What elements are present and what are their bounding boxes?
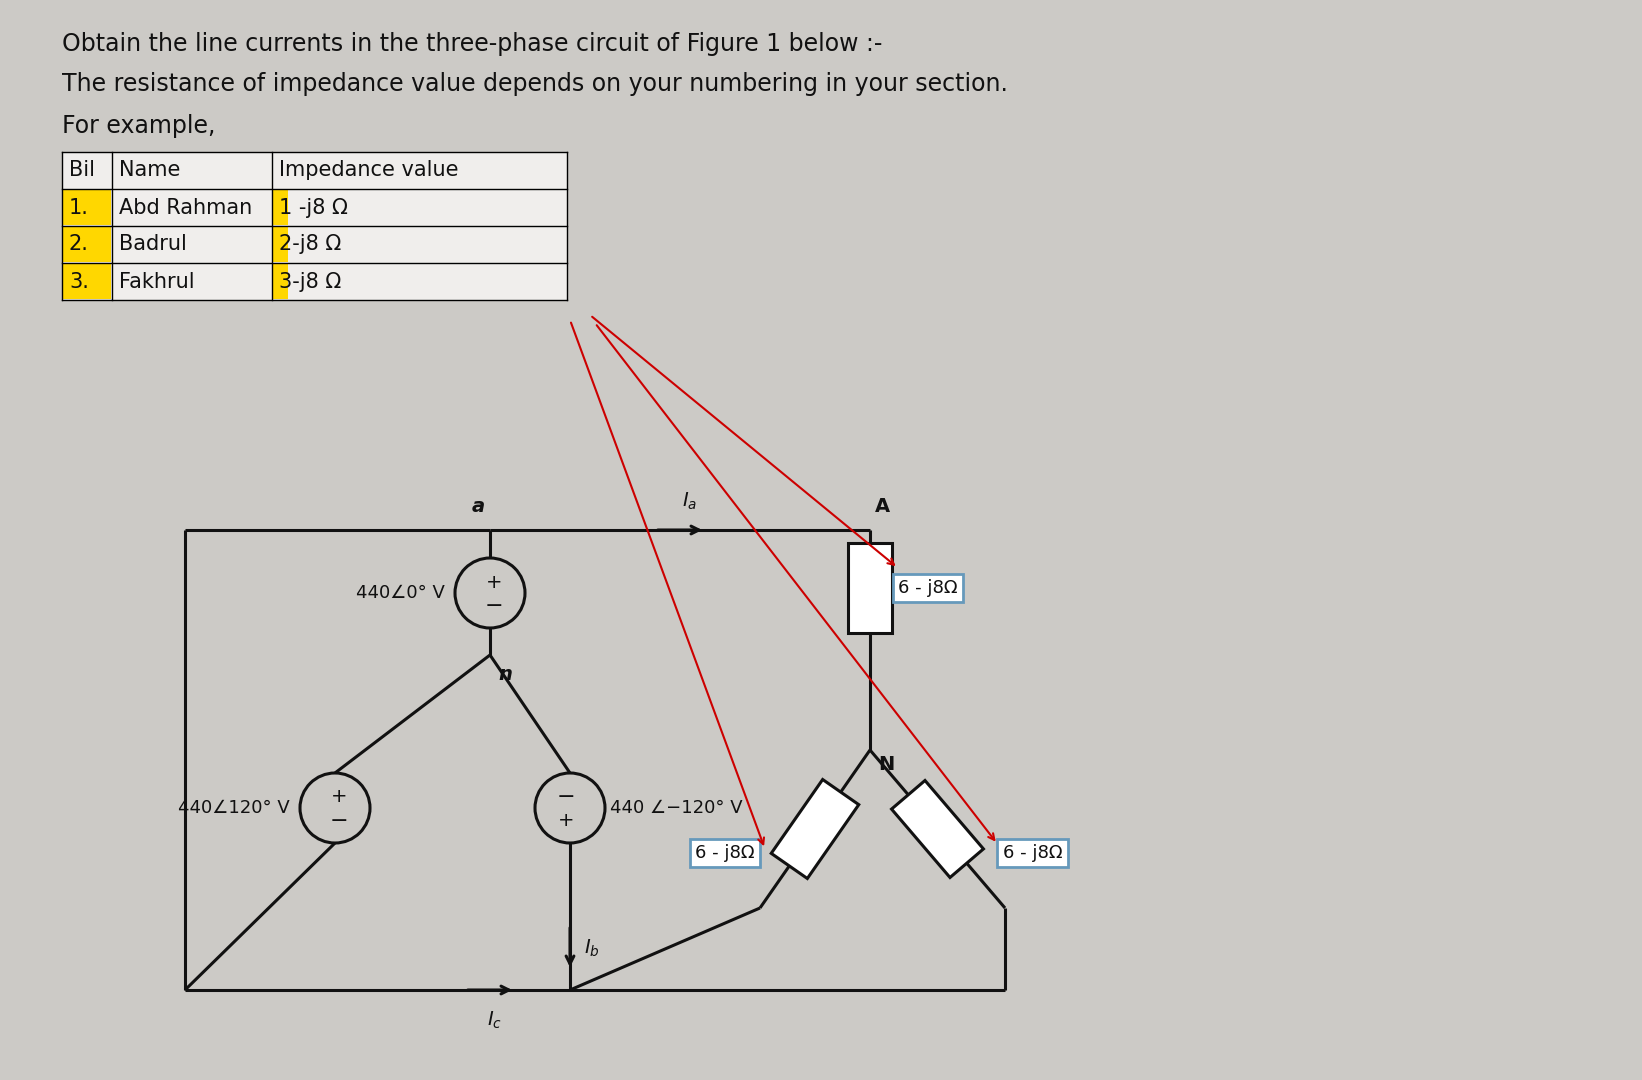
Text: 440∠120° V: 440∠120° V xyxy=(179,799,291,816)
Text: 2-j8 Ω: 2-j8 Ω xyxy=(279,234,342,255)
Text: +: + xyxy=(558,811,575,831)
Bar xyxy=(273,190,287,225)
Text: n: n xyxy=(498,665,512,684)
Text: 6 - j8Ω: 6 - j8Ω xyxy=(898,579,957,597)
Text: 1.: 1. xyxy=(69,198,89,217)
Text: Fakhrul: Fakhrul xyxy=(118,271,195,292)
Text: 3-j8 Ω: 3-j8 Ω xyxy=(279,271,342,292)
Text: +: + xyxy=(486,572,502,592)
Text: Name: Name xyxy=(118,161,181,180)
Text: $I_a$: $I_a$ xyxy=(683,490,698,512)
Text: $I_c$: $I_c$ xyxy=(488,1010,502,1031)
Text: Badrul: Badrul xyxy=(118,234,187,255)
Text: 3.: 3. xyxy=(69,271,89,292)
Text: For example,: For example, xyxy=(62,114,215,138)
Text: 6 - j8Ω: 6 - j8Ω xyxy=(695,843,755,862)
Text: Bil: Bil xyxy=(69,161,95,180)
Text: −: − xyxy=(557,787,575,807)
Text: +: + xyxy=(330,787,346,807)
Text: 440∠0° V: 440∠0° V xyxy=(356,584,445,602)
Text: 440 ∠−120° V: 440 ∠−120° V xyxy=(609,799,742,816)
Text: Impedance value: Impedance value xyxy=(279,161,458,180)
Bar xyxy=(62,190,112,225)
Polygon shape xyxy=(892,781,984,878)
Bar xyxy=(273,227,287,262)
Bar xyxy=(273,264,287,299)
Text: 1 -j8 Ω: 1 -j8 Ω xyxy=(279,198,348,217)
Text: −: − xyxy=(484,596,504,616)
Text: N: N xyxy=(878,755,895,774)
Polygon shape xyxy=(772,780,859,878)
Text: A: A xyxy=(875,497,890,516)
Bar xyxy=(847,543,892,633)
Text: −: − xyxy=(330,811,348,831)
Text: 6 - j8Ω: 6 - j8Ω xyxy=(1003,843,1062,862)
Text: 2.: 2. xyxy=(69,234,89,255)
Text: Obtain the line currents in the three-phase circuit of Figure 1 below :-: Obtain the line currents in the three-ph… xyxy=(62,32,882,56)
Text: The resistance of impedance value depends on your numbering in your section.: The resistance of impedance value depend… xyxy=(62,72,1008,96)
Text: $I_b$: $I_b$ xyxy=(585,937,599,959)
Bar xyxy=(62,264,112,299)
Text: a: a xyxy=(471,497,484,516)
Bar xyxy=(62,152,566,300)
Text: Abd Rahman: Abd Rahman xyxy=(118,198,253,217)
Bar xyxy=(62,227,112,262)
